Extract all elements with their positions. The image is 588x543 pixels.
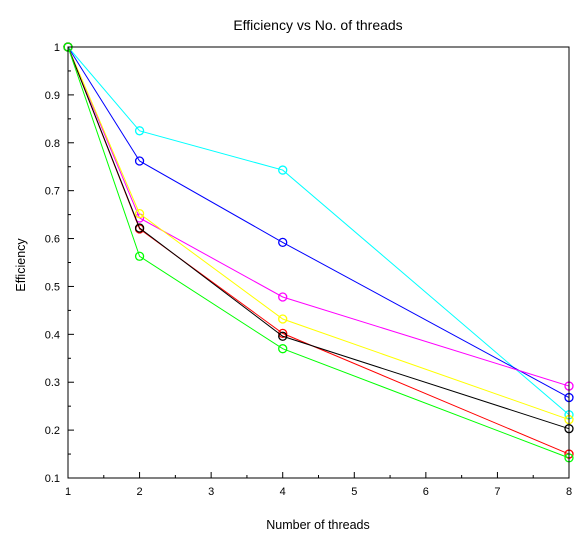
- data-point: [134, 223, 145, 233]
- data-point: [134, 126, 145, 136]
- data-point: [278, 314, 288, 324]
- y-tick-label: 0.1: [45, 473, 60, 485]
- x-tick-label: 7: [494, 486, 500, 498]
- series-line: [67, 46, 570, 430]
- plot-frame: [67, 46, 570, 479]
- data-point: [134, 251, 145, 261]
- data-point: [278, 237, 288, 248]
- axis-layer: 1 2 3 4 5 6 7 8 0.1 0.2 0.3 0.4 0.5 0.6 0.7 0.8 0.9 1: [45, 42, 572, 498]
- series-line: [67, 46, 570, 421]
- y-tick-label: 0.6: [45, 234, 60, 246]
- y-tick-label: 1: [54, 42, 60, 54]
- y-tick-label: 0.3: [45, 377, 60, 389]
- series-7: [63, 42, 574, 463]
- x-axis-label: Number of threads: [266, 518, 370, 532]
- y-tick-label: 0.5: [45, 281, 60, 293]
- series-line: [67, 46, 570, 459]
- x-tick-label: 1: [65, 486, 71, 498]
- y-tick-label: 0.8: [45, 138, 60, 150]
- x-tick-label: 2: [137, 486, 143, 498]
- y-tick-label: 0.4: [45, 329, 60, 341]
- data-point: [278, 165, 288, 175]
- chart-title: Efficiency vs No. of threads: [233, 17, 402, 33]
- data-point: [278, 344, 288, 354]
- data-point: [278, 331, 288, 341]
- y-tick-label: 0.7: [45, 186, 60, 198]
- series-layer: [63, 42, 574, 463]
- series-line: [67, 46, 570, 398]
- x-tick-label: 5: [351, 486, 357, 498]
- y-axis-label: Efficiency: [14, 238, 28, 292]
- x-tick-label: 6: [423, 486, 429, 498]
- series-5: [63, 42, 574, 459]
- y-tick-label: 0.2: [45, 425, 60, 437]
- series-line: [67, 46, 570, 416]
- series-line: [67, 46, 570, 387]
- x-tick-label: 8: [566, 486, 572, 498]
- data-point: [134, 209, 145, 219]
- series-6: [63, 42, 574, 434]
- data-point: [278, 292, 288, 302]
- x-tick-label: 3: [208, 486, 214, 498]
- data-point: [134, 156, 145, 166]
- x-tick-label: 4: [280, 486, 286, 498]
- series-3: [63, 42, 574, 391]
- y-tick-label: 0.9: [45, 90, 60, 102]
